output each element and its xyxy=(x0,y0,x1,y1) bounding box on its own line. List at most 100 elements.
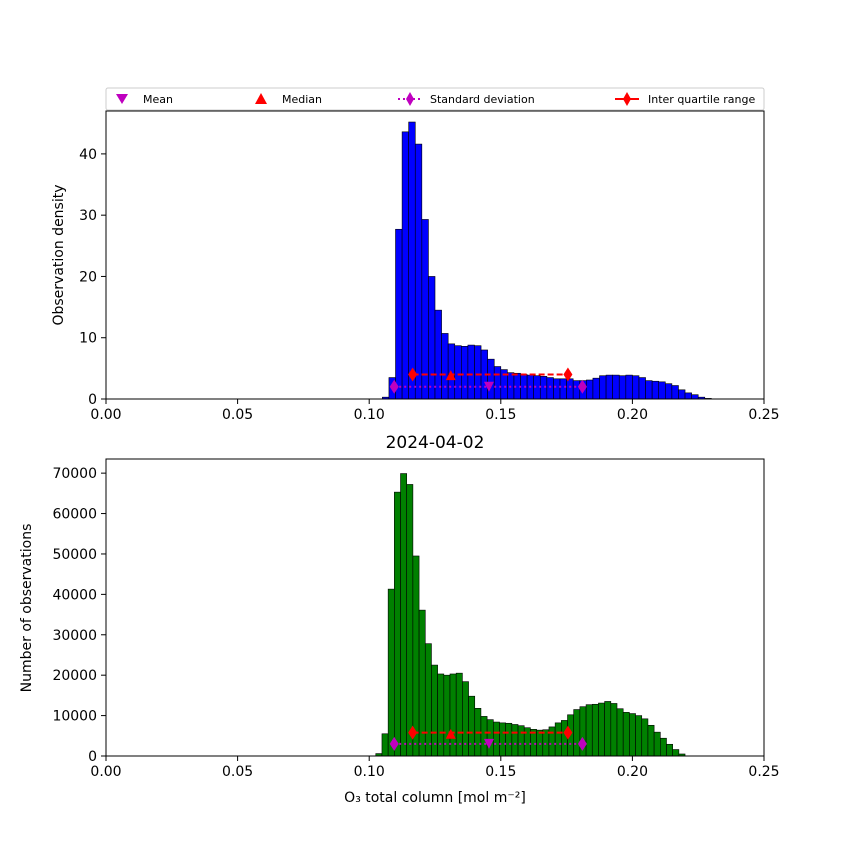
histogram-bar xyxy=(616,708,624,757)
y-tick-label: 60000 xyxy=(52,507,97,523)
histogram-bar xyxy=(401,131,409,400)
histogram-bar xyxy=(480,716,488,757)
histogram-bar xyxy=(653,731,661,757)
histogram-bar xyxy=(573,709,581,757)
histogram-bar xyxy=(424,643,432,757)
histogram-bar xyxy=(486,719,494,757)
std-upper-marker xyxy=(577,736,587,751)
x-tick-label: 0.20 xyxy=(617,407,648,423)
histogram-bar xyxy=(605,374,613,400)
legend-label-std: Standard deviation xyxy=(430,93,535,106)
histogram-bar xyxy=(418,609,426,757)
histogram-bar xyxy=(400,473,408,757)
histogram-bar xyxy=(561,720,568,757)
y-ticks: 0 10 20 30 40 xyxy=(79,147,106,408)
histogram-bar xyxy=(591,703,599,757)
iqr-lower-marker xyxy=(408,367,418,382)
triangle-up-icon xyxy=(255,93,267,104)
y-tick-label: 40000 xyxy=(52,587,97,603)
y-tick-label: 20 xyxy=(79,269,97,285)
histogram-bar xyxy=(651,380,660,400)
diamond-icon xyxy=(623,92,631,106)
histogram-bar xyxy=(406,484,414,757)
histogram-bar xyxy=(622,712,630,757)
histogram-bar xyxy=(499,722,506,757)
histogram-bar xyxy=(598,702,605,757)
legend-item-mean: Mean xyxy=(116,93,173,106)
histogram-bar xyxy=(672,749,680,757)
histogram-bar xyxy=(691,394,699,400)
legend-item-iqr: Inter quartile range xyxy=(615,92,755,106)
histogram-bar xyxy=(664,383,673,400)
legend-label-median: Median xyxy=(282,93,322,106)
histogram-bar xyxy=(645,380,653,400)
x-tick-label: 0.00 xyxy=(90,407,121,423)
histogram-bar xyxy=(414,143,423,400)
histogram-bar xyxy=(599,375,607,400)
diamond-icon xyxy=(406,92,414,106)
legend-item-median: Median xyxy=(255,93,322,106)
x-tick-label: 0.20 xyxy=(617,764,648,780)
x-tick-label: 0.25 xyxy=(748,764,779,780)
histogram-bar xyxy=(586,379,594,400)
histogram-bar xyxy=(517,725,525,757)
triangle-down-icon xyxy=(116,94,128,104)
histogram-bar xyxy=(492,721,500,757)
x-tick-label: 0.10 xyxy=(354,764,385,780)
y-ticks: 0 10000 20000 30000 40000 50000 60000 70000 xyxy=(52,466,106,765)
median-marker xyxy=(445,728,456,739)
x-tick-label: 0.25 xyxy=(748,407,779,423)
y-tick-label: 50000 xyxy=(52,547,97,563)
histogram-bar xyxy=(604,701,612,757)
histogram-bar xyxy=(592,377,600,400)
median-marker xyxy=(445,370,456,381)
histogram-bar xyxy=(553,378,561,400)
histogram-bar xyxy=(468,695,476,757)
y-tick-label: 0 xyxy=(88,392,97,408)
histogram-bar xyxy=(542,729,550,757)
x-ticks: 0.00 0.05 0.10 0.15 0.20 0.25 xyxy=(90,756,780,780)
iqr-lower-marker xyxy=(408,725,418,740)
x-axis-label: O₃ total column [mol m⁻²] xyxy=(344,790,526,806)
histogram-bar xyxy=(467,344,475,400)
histogram-bar xyxy=(566,378,574,400)
y-tick-label: 30000 xyxy=(52,628,97,644)
histogram-bar xyxy=(395,228,403,400)
histogram-bar xyxy=(610,703,618,757)
histogram-bar xyxy=(678,389,686,400)
histogram-bar xyxy=(647,724,655,757)
histogram-bar xyxy=(454,345,462,400)
histogram-bar xyxy=(684,392,692,400)
histogram-bar xyxy=(659,737,667,757)
y-tick-label: 10 xyxy=(79,331,97,347)
y-axis-label: Observation density xyxy=(51,184,67,325)
x-tick-label: 0.05 xyxy=(222,407,253,423)
std-upper-marker xyxy=(577,379,587,394)
y-tick-label: 0 xyxy=(88,749,97,765)
histogram-bar xyxy=(487,358,495,400)
legend-label-mean: Mean xyxy=(143,93,173,106)
histogram-bar xyxy=(474,345,482,400)
x-tick-label: 0.10 xyxy=(354,407,385,423)
iqr-upper-marker xyxy=(563,725,573,740)
mean-marker xyxy=(483,381,494,392)
histogram-bar xyxy=(381,733,389,757)
histogram-bar xyxy=(434,309,442,400)
histogram-bar xyxy=(635,715,643,757)
statistics-markers xyxy=(389,367,587,394)
histogram-bar xyxy=(572,380,581,400)
legend-item-std: Standard deviation xyxy=(398,92,535,106)
iqr-upper-marker xyxy=(563,367,573,382)
histogram-bar xyxy=(394,491,401,757)
statistics-markers xyxy=(389,725,587,751)
histogram-bar xyxy=(612,374,620,400)
x-tick-label: 0.00 xyxy=(90,764,121,780)
y-tick-label: 70000 xyxy=(52,466,97,482)
axes-frame xyxy=(105,458,765,757)
density-histogram-panel: 0.00 0.05 0.10 0.15 0.20 0.25 0 10 20 30 40 Obser… xyxy=(51,110,780,423)
x-tick-label: 0.15 xyxy=(485,407,516,423)
legend-label-iqr: Inter quartile range xyxy=(648,93,755,106)
histogram-bar xyxy=(625,374,633,400)
histogram-bar xyxy=(559,378,567,400)
histogram-bar xyxy=(629,713,636,757)
